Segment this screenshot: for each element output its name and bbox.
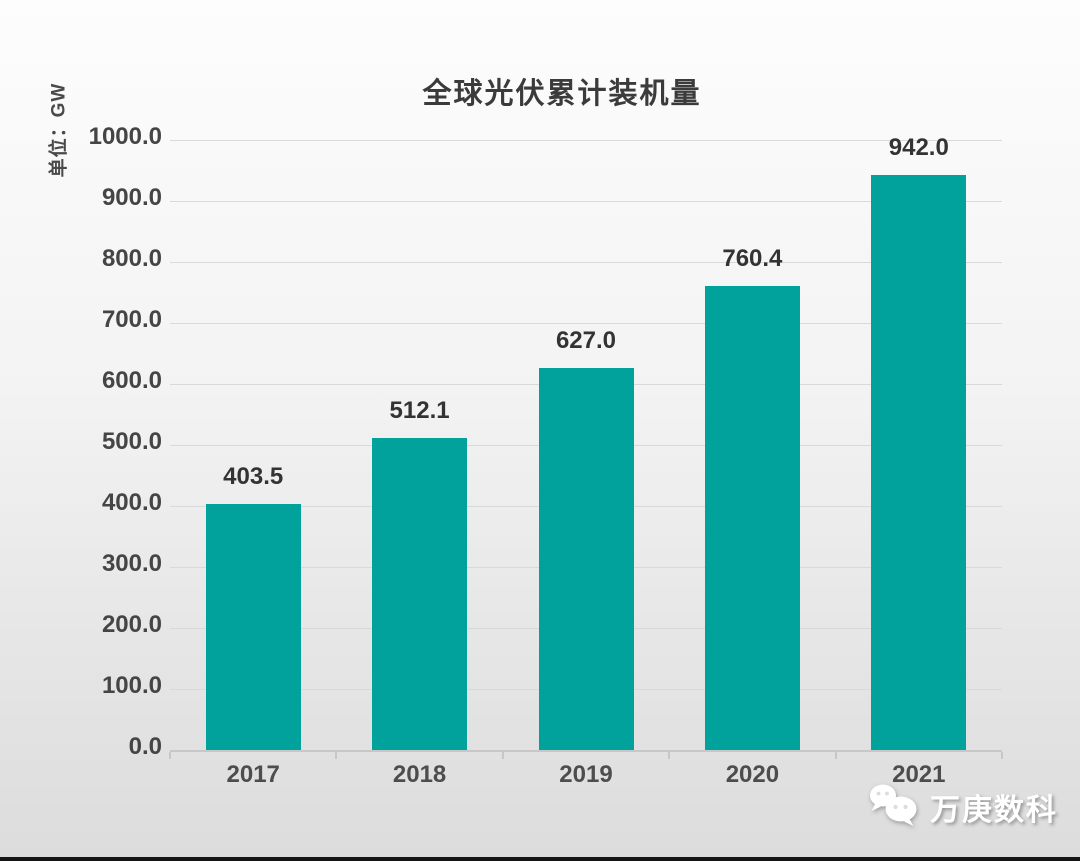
x-axis-label-2020: 2020 xyxy=(725,761,780,788)
x-axis-tick xyxy=(501,752,504,759)
y-tick-label: 0.0 xyxy=(128,733,162,760)
y-tick-label: 1000.0 xyxy=(88,123,162,150)
bar-2020 xyxy=(704,286,800,750)
y-tick-label: 600.0 xyxy=(101,367,162,394)
bar-value-label: 512.1 xyxy=(389,396,450,424)
bar-2019 xyxy=(538,367,634,750)
watermark-text: 万庚数科 xyxy=(930,794,1058,827)
x-axis-label-2021: 2021 xyxy=(892,761,946,788)
bar-value-label: 760.4 xyxy=(722,245,783,273)
grid-line xyxy=(170,140,1002,141)
grid-line xyxy=(170,262,1002,263)
wechat-icon xyxy=(867,782,921,833)
y-tick-label: 400.0 xyxy=(101,489,162,516)
x-axis-label-2017: 2017 xyxy=(226,761,280,788)
x-axis-tick xyxy=(1001,752,1003,759)
watermark: 万庚数科 xyxy=(867,783,1058,831)
bar-2021 xyxy=(871,175,967,750)
x-axis-label-2019: 2019 xyxy=(559,761,613,788)
x-axis-label-2018: 2018 xyxy=(392,761,447,788)
x-axis-tick xyxy=(834,752,837,759)
y-tick-label: 200.0 xyxy=(101,611,162,638)
grid-line xyxy=(170,201,1002,202)
grid-line xyxy=(170,323,1002,324)
y-tick-label: 300.0 xyxy=(101,550,162,577)
bar-value-label: 403.5 xyxy=(223,462,284,490)
bar-value-label: 627.0 xyxy=(555,326,617,354)
x-axis-line xyxy=(170,750,1002,752)
y-tick-label: 100.0 xyxy=(101,672,162,699)
y-tick-label: 900.0 xyxy=(101,184,162,211)
x-axis-tick xyxy=(169,752,171,759)
x-axis-tick xyxy=(668,752,671,759)
bottom-edge-bar xyxy=(0,857,1080,861)
y-tick-label: 700.0 xyxy=(101,306,162,333)
bar-value-label: 942.0 xyxy=(888,134,949,162)
chart-title: 全球光伏累计装机量 xyxy=(422,78,702,110)
y-tick-label: 800.0 xyxy=(101,245,162,272)
y-tick-label: 500.0 xyxy=(101,428,162,455)
bar-2017 xyxy=(205,503,301,750)
bar-2018 xyxy=(372,437,468,750)
x-axis-tick xyxy=(335,752,338,759)
